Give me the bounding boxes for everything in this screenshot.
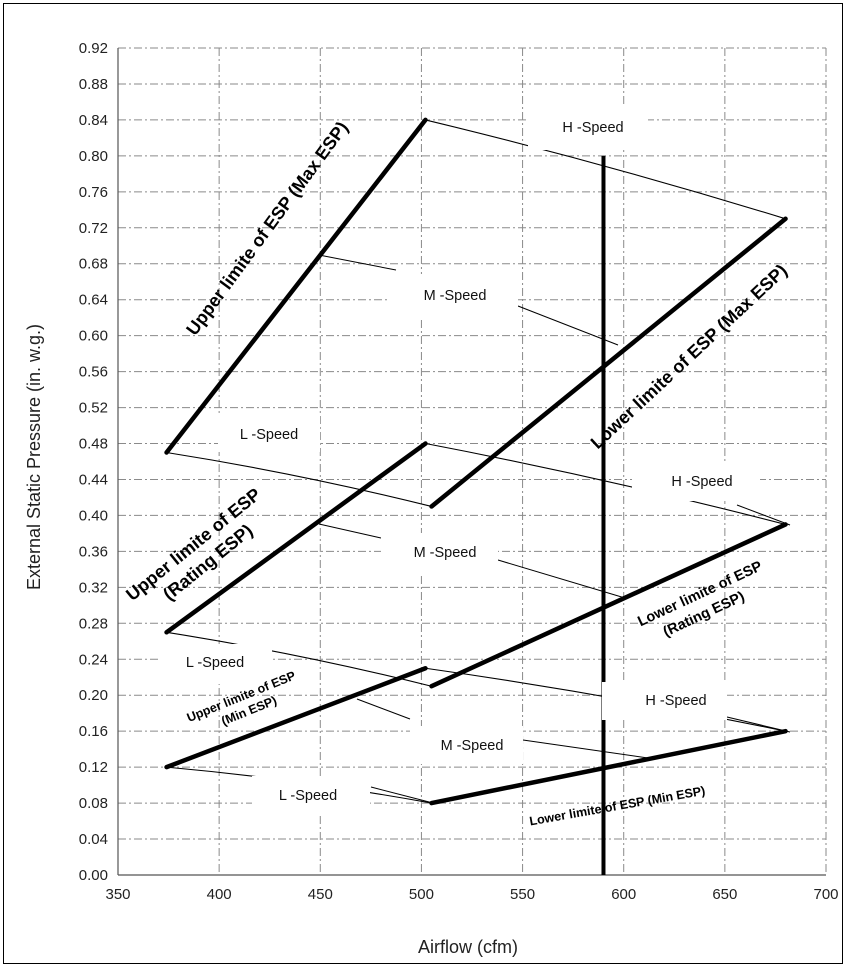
- y-tick-label: 0.72: [79, 220, 108, 237]
- y-tick-label: 0.24: [79, 651, 108, 668]
- y-tick-label: 0.76: [79, 184, 108, 201]
- y-tick-label: 0.68: [79, 256, 108, 273]
- x-tick-label: 450: [308, 886, 333, 903]
- tick-labels: 0.00 0.04 0.08 0.12 0.16 0.20 0.24 0.28 0.32 0.36…: [79, 40, 839, 903]
- x-tick-label: 700: [813, 886, 838, 903]
- y-tick-label: 0.92: [79, 40, 108, 57]
- speed-label: H -Speed: [562, 120, 623, 136]
- speed-line: [425, 442, 786, 525]
- y-tick-label: 0.64: [79, 292, 108, 309]
- y-tick-label: 0.88: [79, 76, 108, 93]
- speed-label: L -Speed: [186, 655, 244, 671]
- limit-line: [429, 216, 788, 509]
- y-tick-label: 0.80: [79, 148, 108, 165]
- limit-label-min-lower: Lower limite of ESP (Min ESP): [528, 784, 706, 829]
- leader-line: [736, 504, 791, 526]
- limit-lines: [164, 117, 788, 806]
- y-tick-label: 0.08: [79, 795, 108, 812]
- y-tick-label: 0.48: [79, 436, 108, 453]
- leader-line: [318, 254, 397, 271]
- speed-label: M -Speed: [441, 738, 504, 754]
- y-tick-label: 0.04: [79, 831, 108, 848]
- x-tick-label: 600: [611, 886, 636, 903]
- y-axis-title: External Static Pressure (in. w.g.): [24, 324, 44, 590]
- x-tick-label: 650: [712, 886, 737, 903]
- speed-label: H -Speed: [671, 474, 732, 490]
- speed-line: [166, 451, 432, 507]
- leader-line: [726, 716, 791, 733]
- y-tick-label: 0.12: [79, 759, 108, 776]
- y-tick-label: 0.84: [79, 112, 108, 129]
- y-tick-label: 0.40: [79, 507, 108, 524]
- y-tick-label: 0.00: [79, 867, 108, 884]
- limit-label-rating-upper: Upper limite of ESP (Rating ESP): [122, 484, 264, 605]
- leader-line: [522, 739, 649, 759]
- speed-label: M -Speed: [424, 288, 487, 304]
- y-tick-label: 0.44: [79, 471, 108, 488]
- y-tick-label: 0.56: [79, 364, 108, 381]
- y-tick-label: 0.28: [79, 615, 108, 632]
- x-axis-title: Airflow (cfm): [418, 937, 518, 957]
- speed-label: L -Speed: [279, 788, 337, 804]
- speed-label-group: H -Speed M -Speed L -Speed H -Speed M -S…: [160, 106, 760, 816]
- leader-line: [318, 523, 382, 539]
- speed-line: [425, 119, 786, 220]
- x-tick-label: 400: [207, 886, 232, 903]
- x-tick-label: 550: [510, 886, 535, 903]
- limit-line: [429, 728, 788, 806]
- speed-label: M -Speed: [414, 545, 477, 561]
- y-tick-label: 0.36: [79, 543, 108, 560]
- speed-label: H -Speed: [645, 693, 706, 709]
- limit-line: [164, 117, 428, 455]
- limit-label-rating-lower: Lower limite of ESP (Rating ESP): [635, 558, 765, 640]
- x-tick-label: 350: [105, 886, 130, 903]
- limit-line: [164, 441, 428, 635]
- x-tick-label: 500: [409, 886, 434, 903]
- y-tick-label: 0.60: [79, 328, 108, 345]
- y-tick-label: 0.16: [79, 723, 108, 740]
- limit-line: [164, 666, 428, 770]
- leader-line: [356, 698, 411, 720]
- y-tick-label: 0.32: [79, 579, 108, 596]
- leader-line: [497, 559, 626, 599]
- limit-line: [429, 522, 788, 689]
- leader-line: [517, 305, 619, 346]
- leader-line: [370, 786, 434, 804]
- y-tick-label: 0.20: [79, 687, 108, 704]
- limit-label-max-upper: Upper limite of ESP (Max ESP): [182, 118, 352, 339]
- y-tick-label: 0.52: [79, 400, 108, 417]
- speed-label: L -Speed: [240, 427, 298, 443]
